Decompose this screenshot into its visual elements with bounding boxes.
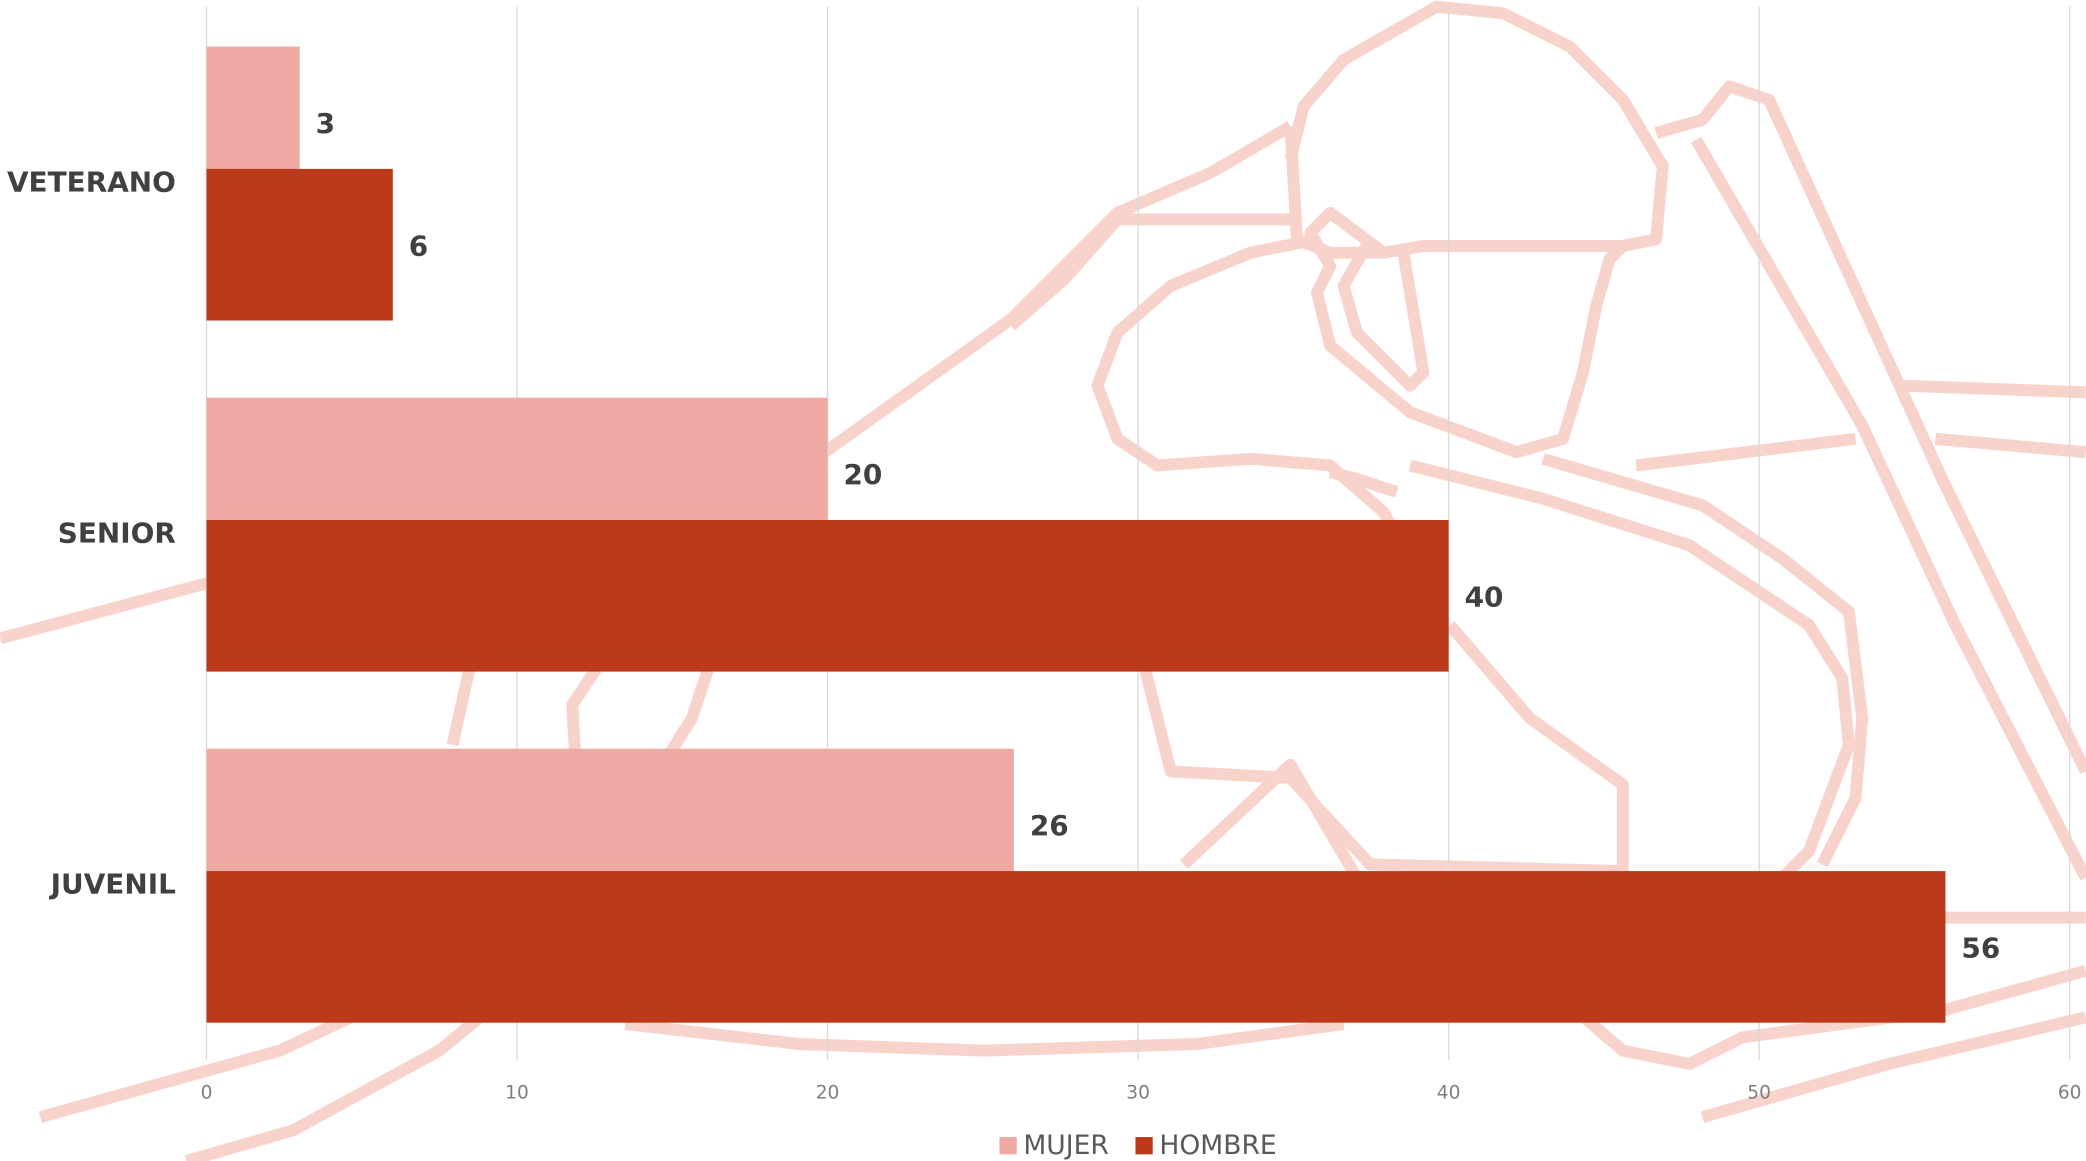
legend-label: MUJER bbox=[1023, 1130, 1108, 1161]
chart: 0 10 20 30 40 50 60 VETERANO 3 6 SENIOR 20 40 JUVENIL… bbox=[0, 0, 2086, 1161]
legend: MUJER HOMBRE bbox=[999, 1130, 1276, 1161]
value-label: 26 bbox=[1030, 809, 1069, 842]
value-label: 3 bbox=[316, 107, 335, 140]
x-tick-label: 30 bbox=[1126, 1083, 1150, 1104]
category-label: VETERANO bbox=[7, 166, 176, 199]
value-label: 6 bbox=[409, 229, 428, 262]
category-label: JUVENIL bbox=[49, 868, 176, 901]
bars bbox=[206, 47, 1945, 1023]
bar bbox=[206, 169, 392, 321]
x-tick-label: 10 bbox=[505, 1083, 529, 1104]
x-tick-label: 40 bbox=[1437, 1083, 1461, 1104]
value-label: 20 bbox=[844, 458, 883, 491]
x-tick-label: 50 bbox=[1747, 1083, 1771, 1104]
x-tick-label: 20 bbox=[816, 1083, 840, 1104]
legend-swatch bbox=[999, 1137, 1016, 1154]
value-label: 40 bbox=[1465, 580, 1504, 613]
legend-label: HOMBRE bbox=[1159, 1130, 1276, 1161]
bar bbox=[206, 871, 1945, 1023]
legend-swatch bbox=[1135, 1137, 1152, 1154]
value-label: 56 bbox=[1961, 932, 2000, 965]
category-label: SENIOR bbox=[58, 517, 176, 550]
bar bbox=[206, 520, 1448, 672]
x-tick-label: 0 bbox=[201, 1083, 213, 1104]
x-tick-label: 60 bbox=[2058, 1083, 2082, 1104]
